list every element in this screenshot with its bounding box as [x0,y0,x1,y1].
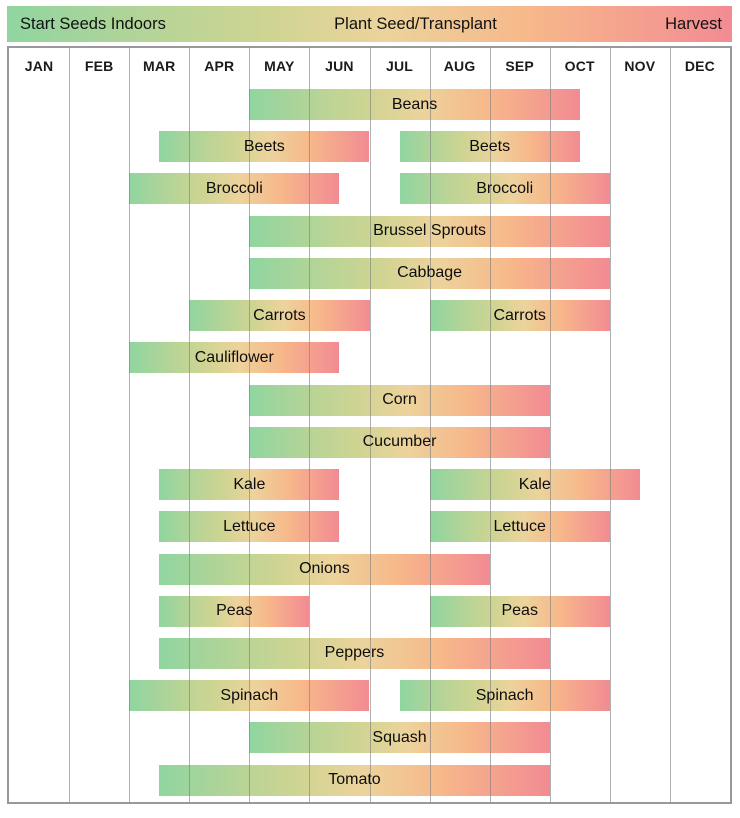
bar-corn: Corn [249,384,550,416]
bar-beans: Beans [249,89,580,120]
month-label-nov: NOV [624,58,656,74]
bar-beets: Beets [159,131,370,163]
bar-label: Cabbage [397,264,463,282]
bar-cucumber: Cucumber [249,426,550,458]
bar-label: Onions [299,560,350,578]
month-header-row: JAN FEB MAR APR MAY JUN JUL AUG SEP OCT NOV DEC [9,48,730,84]
bar-lettuce: Lettuce [429,511,610,543]
bar-label: Squash [372,728,427,746]
bar-lettuce: Lettuce [159,511,340,543]
bar-label: Tomato [328,771,381,789]
bar-kale: Kale [159,469,340,501]
bar-label: Broccoli [476,179,534,197]
bar-tomato: Tomato [159,764,550,796]
bar-label: Beets [469,137,511,155]
bar-peppers: Peppers [159,637,550,669]
bar-label: Spinach [475,686,534,704]
bar-label: Spinach [220,686,279,704]
legend-start-seeds-indoors: Start Seeds Indoors [20,14,166,33]
month-label-jun: JUN [325,58,354,74]
bar-label: Beets [243,137,285,155]
month-label-feb: FEB [84,58,114,74]
bar-carrots: Carrots [429,300,610,332]
month-label-apr: APR [204,58,235,74]
bar-brussel-sprouts: Brussel Sprouts [249,215,610,247]
chart-area: Beans Beets Beets Broccoli Broccoli Brussel S… [9,84,730,802]
bar-squash: Squash [249,722,550,754]
bar-label: Lettuce [223,517,276,535]
month-label-sep: SEP [505,58,534,74]
bar-label: Carrots [493,306,546,324]
bar-label: Brussel Sprouts [373,222,487,240]
month-label-aug: AUG [443,58,476,74]
calendar-table: JAN FEB MAR APR MAY JUN JUL AUG SEP OCT NOV DEC Bea… [7,46,732,804]
month-label-oct: OCT [564,58,595,74]
bar-label: Lettuce [493,517,546,535]
bar-peas: Peas [429,595,610,627]
bar-broccoli: Broccoli [399,173,610,205]
bar-kale: Kale [429,469,640,501]
bar-onions: Onions [159,553,490,585]
bar-label: Carrots [253,306,306,324]
bar-broccoli: Broccoli [129,173,340,205]
bar-label: Corn [382,391,417,409]
bar-spinach: Spinach [399,680,610,712]
gradient-legend-bar: Start Seeds Indoors Plant Seed/Transplan… [7,6,732,42]
bar-cabbage: Cabbage [249,257,610,289]
legend-harvest: Harvest [665,14,722,33]
month-label-dec: DEC [684,58,715,74]
bar-beets: Beets [399,131,580,163]
bar-carrots: Carrots [189,300,370,332]
legend-plant-seed-transplant: Plant Seed/Transplant [334,14,497,33]
bar-label: Peas [501,602,538,620]
bar-label: Kale [518,475,551,493]
bar-cauliflower: Cauliflower [129,342,340,374]
bar-label: Broccoli [205,179,263,197]
month-label-may: MAY [264,58,295,74]
bar-spinach: Spinach [129,680,370,712]
bar-label: Cauliflower [194,348,274,366]
bar-label: Cucumber [362,433,437,451]
bar-label: Peas [216,602,253,620]
bar-label: Peppers [324,644,385,662]
month-label-jul: JUL [385,58,414,74]
month-label-mar: MAR [142,58,176,74]
month-label-jan: JAN [24,58,54,74]
bar-label: Beans [391,95,438,113]
bar-label: Kale [233,475,266,493]
bar-peas: Peas [159,595,310,627]
